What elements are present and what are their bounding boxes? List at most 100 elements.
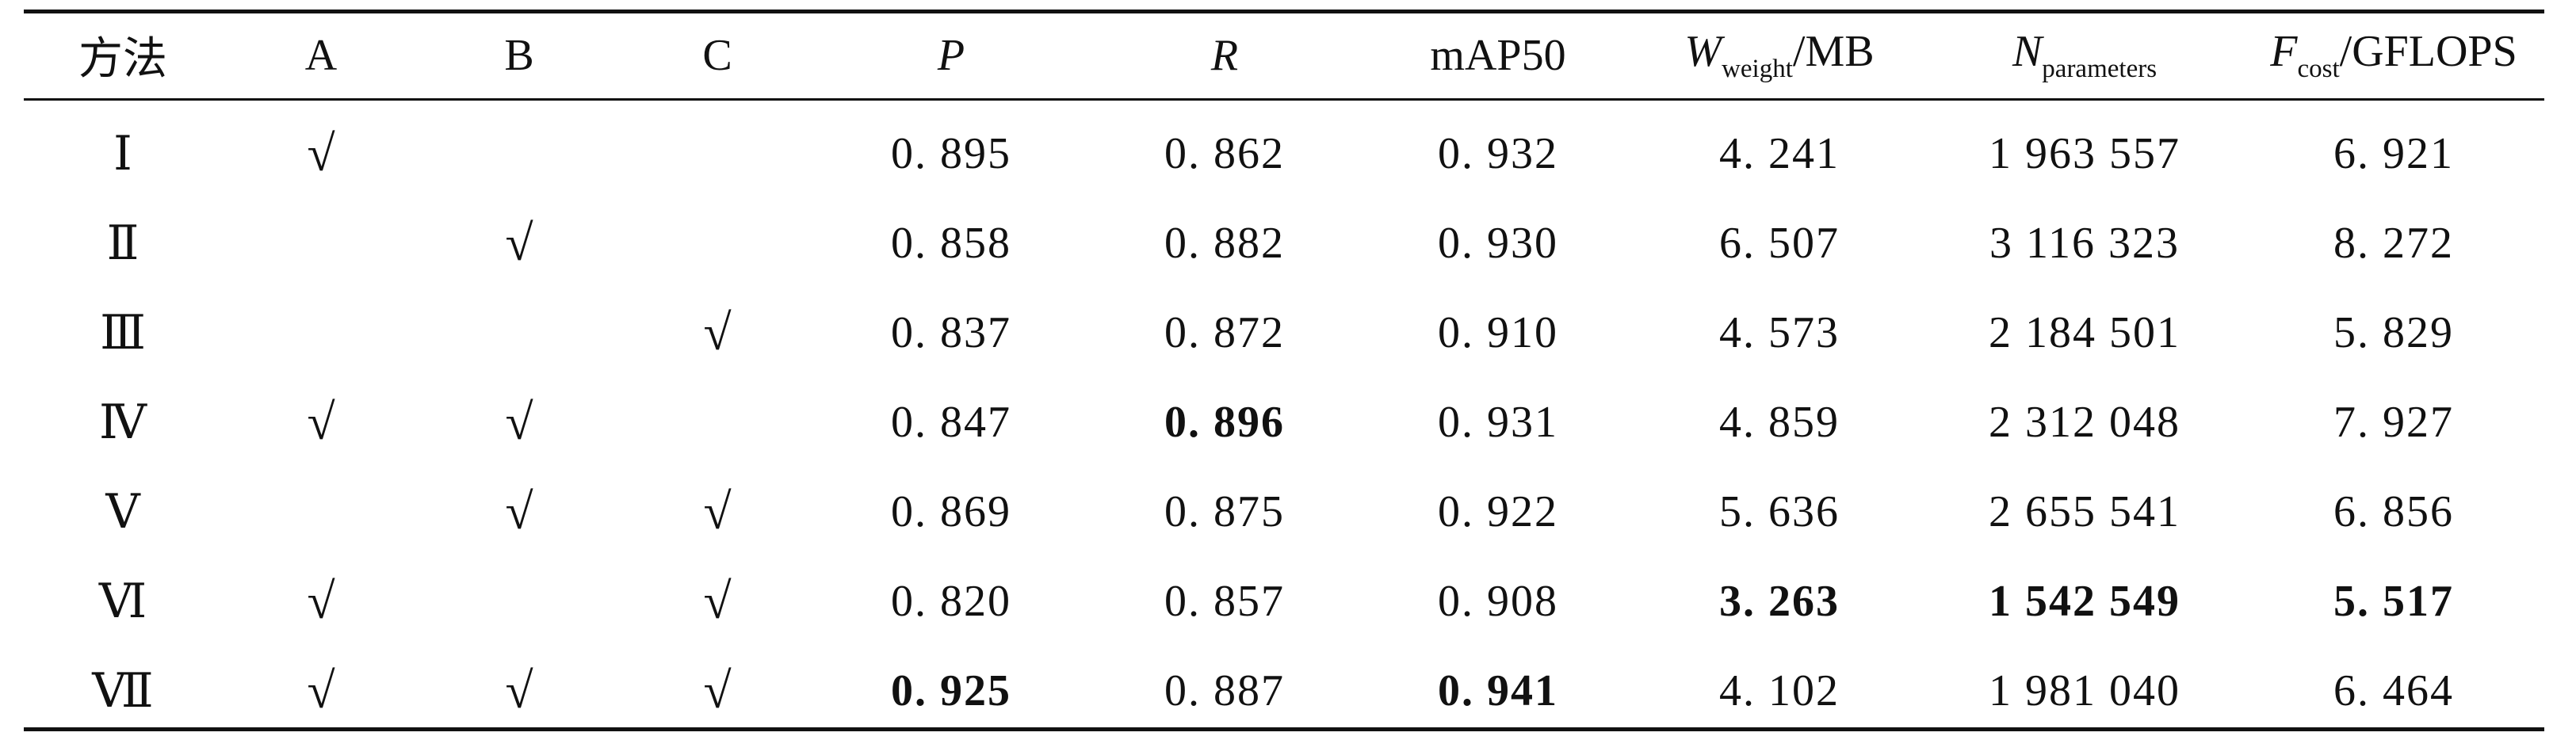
parameters-cell-best: 1 542 549 bbox=[1989, 576, 2180, 626]
header-row: 方法 A B C P R mAP50 Wweight/MB Nparameter… bbox=[24, 10, 2544, 101]
cost-cell: 5. 829 bbox=[2333, 307, 2454, 357]
header-cost-unit: /GFLOPS bbox=[2339, 27, 2517, 76]
check-b-cell: √ bbox=[505, 483, 533, 540]
parameters-cell: 2 655 541 bbox=[1989, 486, 2180, 536]
header-rule bbox=[24, 98, 2544, 101]
parameters-cell: 3 116 323 bbox=[1989, 218, 2180, 268]
header-cost-sub: cost bbox=[2297, 55, 2340, 83]
header-recall: R bbox=[1210, 30, 1239, 80]
method-cell: Ⅲ bbox=[100, 304, 146, 360]
table-row: Ⅱ √ 0. 858 0. 882 0. 930 6. 507 3 116 32… bbox=[24, 198, 2544, 288]
header-c: C bbox=[702, 30, 732, 80]
check-c-cell: √ bbox=[703, 572, 732, 629]
recall-cell-best: 0. 896 bbox=[1164, 397, 1285, 447]
header-weight-sub: weight bbox=[1722, 55, 1793, 83]
precision-cell: 0. 858 bbox=[891, 218, 1011, 268]
check-c-cell bbox=[618, 198, 816, 288]
ablation-results-table: 方法 A B C P R mAP50 Wweight/MB Nparameter… bbox=[24, 10, 2544, 735]
recall-cell: 0. 857 bbox=[1164, 576, 1285, 626]
method-cell: Ⅵ bbox=[98, 573, 147, 629]
weight-cell: 5. 636 bbox=[1719, 486, 1840, 536]
check-c-cell bbox=[618, 377, 816, 467]
weight-cell: 4. 102 bbox=[1719, 666, 1840, 715]
table-row: Ⅵ √ √ 0. 820 0. 857 0. 908 3. 263 1 542 … bbox=[24, 556, 2544, 646]
parameters-cell: 1 963 557 bbox=[1989, 128, 2180, 178]
method-cell: Ⅰ bbox=[113, 125, 132, 181]
table-row: Ⅶ √ √ √ 0. 925 0. 887 0. 941 4. 102 1 98… bbox=[24, 646, 2544, 735]
check-c-cell bbox=[618, 101, 816, 198]
check-c-cell: √ bbox=[703, 483, 732, 540]
header-method: 方法 bbox=[78, 35, 167, 84]
check-b-cell bbox=[420, 101, 618, 198]
header-weight: Wweight/MB bbox=[1633, 10, 1926, 101]
recall-cell: 0. 882 bbox=[1164, 218, 1285, 268]
map50-cell: 0. 922 bbox=[1438, 486, 1558, 536]
map50-cell: 0. 910 bbox=[1438, 307, 1558, 357]
method-cell: Ⅳ bbox=[99, 394, 147, 450]
precision-cell: 0. 847 bbox=[891, 397, 1011, 447]
cost-cell-best: 5. 517 bbox=[2333, 576, 2454, 626]
parameters-cell: 2 184 501 bbox=[1989, 307, 2180, 357]
precision-cell: 0. 895 bbox=[891, 128, 1011, 178]
cost-cell: 7. 927 bbox=[2333, 397, 2454, 447]
check-a-cell: √ bbox=[307, 393, 335, 450]
weight-cell: 4. 573 bbox=[1719, 307, 1840, 357]
top-rule bbox=[24, 10, 2544, 13]
weight-cell: 4. 859 bbox=[1719, 397, 1840, 447]
check-a-cell: √ bbox=[307, 662, 335, 719]
method-cell: Ⅱ bbox=[106, 215, 140, 271]
precision-cell-best: 0. 925 bbox=[891, 666, 1011, 715]
table-row: Ⅰ √ 0. 895 0. 862 0. 932 4. 241 1 963 55… bbox=[24, 101, 2544, 198]
header-weight-unit: /MB bbox=[1792, 27, 1875, 76]
cost-cell: 8. 272 bbox=[2333, 218, 2454, 268]
header-parameters: Nparameters bbox=[1926, 10, 2243, 101]
check-b-cell: √ bbox=[505, 214, 533, 271]
map50-cell: 0. 931 bbox=[1438, 397, 1558, 447]
header-parameters-sub: parameters bbox=[2042, 55, 2157, 83]
check-a-cell: √ bbox=[307, 572, 335, 629]
recall-cell: 0. 875 bbox=[1164, 486, 1285, 536]
precision-cell: 0. 820 bbox=[891, 576, 1011, 626]
check-b-cell bbox=[420, 288, 618, 377]
map50-cell-best: 0. 941 bbox=[1438, 666, 1558, 715]
recall-cell: 0. 862 bbox=[1164, 128, 1285, 178]
check-b-cell bbox=[420, 556, 618, 646]
check-c-cell: √ bbox=[703, 303, 732, 360]
map50-cell: 0. 930 bbox=[1438, 218, 1558, 268]
bottom-rule bbox=[24, 727, 2544, 731]
weight-cell-best: 3. 263 bbox=[1719, 576, 1840, 626]
check-a-cell bbox=[222, 467, 420, 556]
method-cell: Ⅶ bbox=[92, 662, 154, 719]
header-parameters-main: N bbox=[2012, 27, 2043, 76]
parameters-cell: 1 981 040 bbox=[1989, 666, 2180, 715]
cost-cell: 6. 464 bbox=[2333, 666, 2454, 715]
table-row: Ⅴ √ √ 0. 869 0. 875 0. 922 5. 636 2 655 … bbox=[24, 467, 2544, 556]
recall-cell: 0. 872 bbox=[1164, 307, 1285, 357]
method-cell: Ⅴ bbox=[105, 483, 140, 540]
recall-cell: 0. 887 bbox=[1164, 666, 1285, 715]
header-b: B bbox=[504, 30, 534, 80]
header-cost: Fcost/GFLOPS bbox=[2243, 10, 2544, 101]
table-row: Ⅳ √ √ 0. 847 0. 896 0. 931 4. 859 2 312 … bbox=[24, 377, 2544, 467]
precision-cell: 0. 869 bbox=[891, 486, 1011, 536]
parameters-cell: 2 312 048 bbox=[1989, 397, 2180, 447]
check-a-cell bbox=[222, 198, 420, 288]
header-cost-main: F bbox=[2270, 27, 2298, 76]
cost-cell: 6. 856 bbox=[2333, 486, 2454, 536]
check-a-cell: √ bbox=[307, 124, 335, 181]
header-weight-main: W bbox=[1684, 27, 1722, 76]
weight-cell: 6. 507 bbox=[1719, 218, 1840, 268]
precision-cell: 0. 837 bbox=[891, 307, 1011, 357]
weight-cell: 4. 241 bbox=[1719, 128, 1840, 178]
map50-cell: 0. 932 bbox=[1438, 128, 1558, 178]
cost-cell: 6. 921 bbox=[2333, 128, 2454, 178]
check-c-cell: √ bbox=[703, 662, 732, 719]
header-a: A bbox=[304, 30, 338, 80]
check-a-cell bbox=[222, 288, 420, 377]
map50-cell: 0. 908 bbox=[1438, 576, 1558, 626]
check-b-cell: √ bbox=[505, 662, 533, 719]
check-b-cell: √ bbox=[505, 393, 533, 450]
header-precision: P bbox=[937, 30, 965, 80]
table-row: Ⅲ √ 0. 837 0. 872 0. 910 4. 573 2 184 50… bbox=[24, 288, 2544, 377]
header-map50: mAP50 bbox=[1430, 30, 1566, 80]
